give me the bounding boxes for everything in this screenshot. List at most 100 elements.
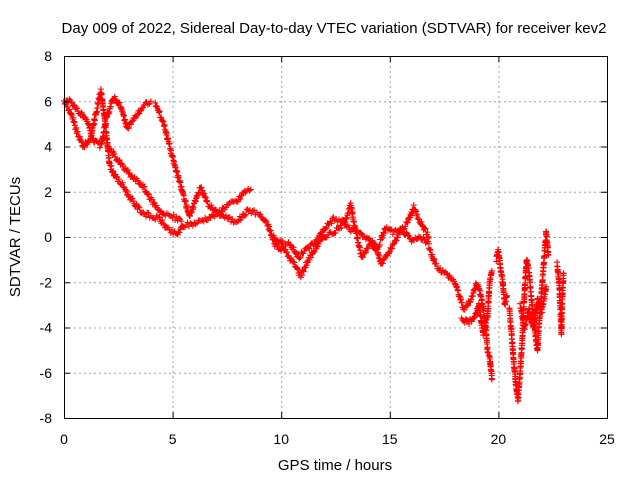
data-point-marker (391, 240, 398, 247)
data-point-marker (283, 249, 290, 256)
data-point-marker (150, 199, 157, 206)
data-point-marker (410, 202, 417, 209)
data-point-marker (208, 202, 215, 209)
data-point-marker (78, 109, 85, 116)
data-point-marker (433, 260, 440, 267)
y-tick-label: -6 (40, 365, 53, 381)
data-point-marker (273, 236, 280, 243)
data-point-marker (242, 211, 249, 218)
data-point-marker (225, 214, 232, 221)
data-point-marker (297, 254, 304, 261)
data-point-marker (125, 125, 132, 132)
data-point-marker (422, 225, 429, 232)
data-point-marker (176, 229, 183, 236)
data-point-marker (414, 211, 421, 218)
data-point-marker (78, 137, 85, 144)
y-tick-label: -8 (40, 410, 53, 426)
data-point-marker (120, 112, 127, 119)
data-point-marker (443, 270, 450, 277)
data-point-marker (145, 190, 152, 197)
data-point-marker (291, 259, 298, 266)
data-point-marker (111, 150, 118, 157)
data-point-marker (464, 302, 471, 309)
data-point-marker (84, 141, 91, 148)
data-point-marker (360, 254, 367, 261)
data-point-marker (73, 104, 80, 111)
data-point-marker (376, 241, 383, 248)
data-point-marker (362, 249, 369, 256)
data-point-marker (424, 229, 431, 236)
data-point-marker (210, 212, 217, 219)
data-point-marker (144, 101, 151, 108)
data-point-marker (192, 221, 199, 228)
data-point-marker (74, 105, 81, 112)
data-point-marker (156, 108, 163, 115)
data-point-marker (195, 190, 202, 197)
data-point-marker (124, 124, 131, 131)
data-point-marker (246, 187, 253, 194)
data-point-marker (160, 220, 167, 227)
data-point-marker (386, 248, 393, 255)
data-point-marker (107, 162, 114, 169)
data-point-marker (481, 329, 488, 336)
data-point-marker (98, 90, 105, 97)
data-point-marker (461, 306, 468, 313)
data-point-marker (368, 239, 375, 246)
x-axis-title: GPS time / hours (278, 457, 392, 474)
y-tick-label: 4 (44, 139, 52, 155)
data-point-marker (485, 305, 492, 312)
data-point-marker (418, 218, 425, 225)
data-point-marker (421, 224, 428, 231)
data-point-marker (493, 258, 500, 265)
y-tick-label: 8 (44, 48, 52, 64)
data-point-marker (160, 221, 167, 228)
data-point-marker (147, 98, 154, 105)
x-tick-label: 15 (382, 431, 398, 447)
data-point-marker (200, 218, 207, 225)
data-point-marker (195, 189, 202, 196)
data-point-marker (204, 198, 211, 205)
data-point-marker (198, 217, 205, 224)
data-point-marker (293, 249, 300, 256)
data-point-marker (89, 130, 96, 137)
data-point-marker (241, 212, 248, 219)
data-point-marker (468, 296, 475, 303)
data-point-marker (415, 233, 422, 240)
data-point-marker (159, 217, 166, 224)
data-point-marker (215, 209, 222, 216)
data-point-marker (74, 128, 81, 135)
data-point-marker (141, 183, 148, 190)
data-point-marker (138, 105, 145, 112)
data-point-marker (488, 267, 495, 274)
data-point-marker (389, 241, 396, 248)
data-point-marker (115, 176, 122, 183)
data-point-marker (73, 124, 80, 131)
data-point-marker (142, 213, 149, 220)
data-point-marker (296, 255, 303, 262)
data-point-marker (389, 231, 396, 238)
data-point-marker (305, 244, 312, 251)
data-point-marker (339, 218, 346, 225)
data-point-marker (465, 321, 472, 328)
data-point-marker (128, 172, 135, 179)
data-point-marker (128, 121, 135, 128)
data-point-marker (121, 186, 128, 193)
data-point-marker (130, 198, 137, 205)
data-point-marker (111, 93, 118, 100)
data-point-marker (182, 197, 189, 204)
data-point-marker (108, 168, 115, 175)
data-point-marker (134, 177, 141, 184)
data-point-marker (174, 168, 181, 175)
data-point-marker (414, 215, 421, 222)
data-point-marker (128, 118, 135, 125)
x-tick-label: 25 (599, 431, 615, 447)
x-tick-label: 20 (491, 431, 507, 447)
data-point-marker (510, 358, 517, 365)
x-tick-label: 10 (273, 431, 289, 447)
data-point-marker (163, 130, 170, 137)
data-point-marker (237, 195, 244, 202)
data-point-marker (539, 309, 546, 316)
chart-title: Day 009 of 2022, Sidereal Day-to-day VTE… (62, 20, 607, 37)
data-point-marker (103, 120, 110, 127)
data-point-marker (290, 244, 297, 251)
